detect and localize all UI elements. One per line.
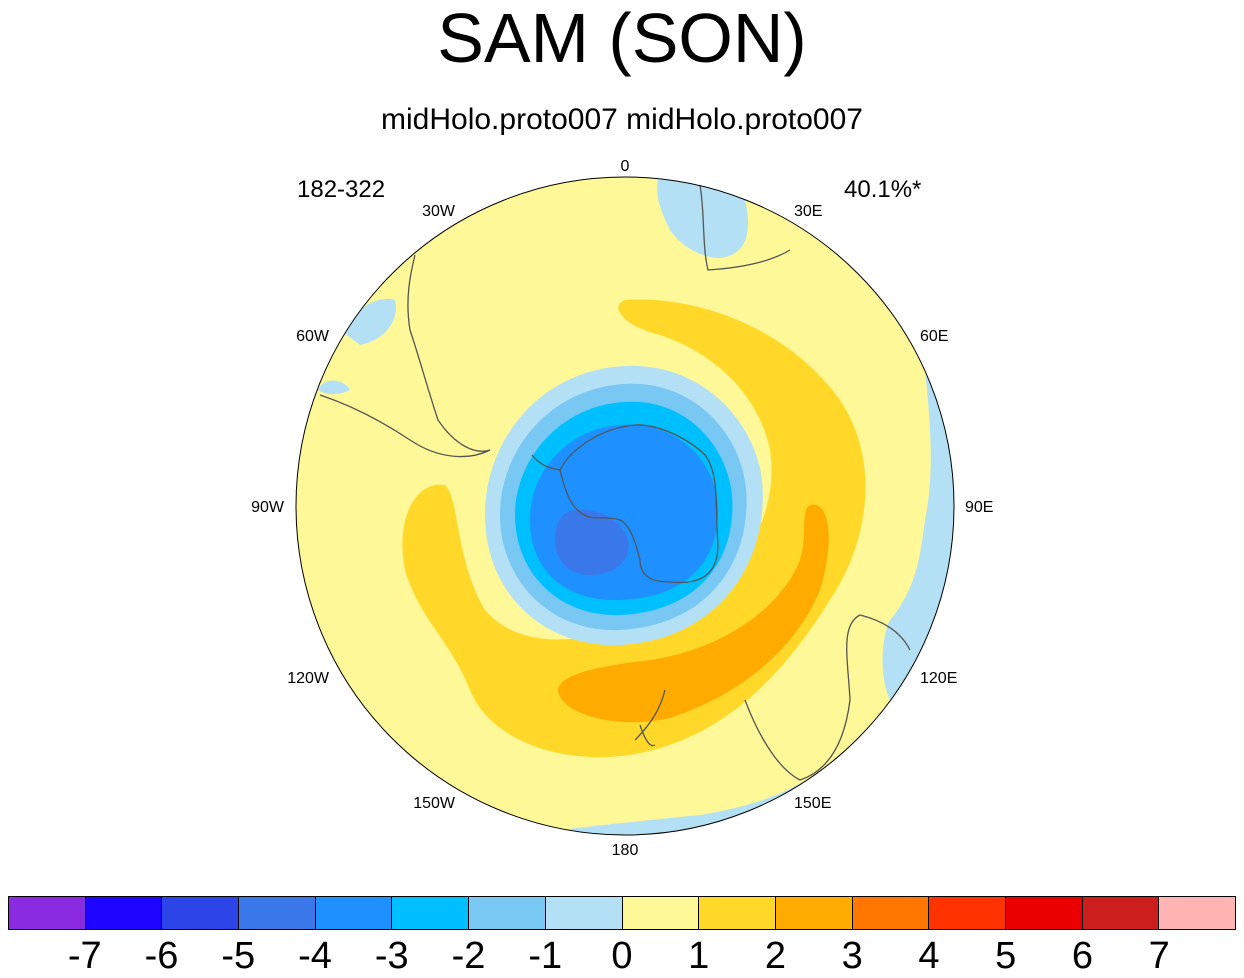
colorbar-tick-label: -7: [67, 935, 102, 977]
field-neg-patch-west: [340, 299, 396, 345]
map-field: [296, 177, 954, 835]
colorbar-box: [852, 897, 930, 929]
colorbar-box: [699, 897, 776, 929]
lon-label-90e: 90E: [965, 499, 993, 516]
colorbar-tick-label: -3: [374, 935, 409, 977]
colorbar-tick-label: 4: [918, 935, 940, 977]
coast-antarctica: [559, 424, 719, 584]
colorbar-tick-label: 7: [1148, 935, 1170, 977]
colorbar-box: [392, 897, 470, 929]
colorbar-box: [1082, 897, 1160, 929]
colorbar-box: [929, 897, 1006, 929]
coastlines: [319, 184, 911, 781]
colorbar-box: [315, 897, 393, 929]
colorbar-box: [239, 897, 316, 929]
lon-label-30e: 30E: [794, 203, 822, 220]
lon-label-180: 180: [612, 842, 639, 859]
map-subtitle: midHolo.proto007 midHolo.proto007: [381, 103, 863, 136]
colorbar-box: [545, 897, 623, 929]
colorbar-tick-label: 6: [1071, 935, 1094, 977]
field-neg-patch-west2: [318, 380, 350, 395]
colorbar-tick-label: -6: [144, 935, 179, 977]
colorbar: [8, 896, 1236, 930]
lon-label-60w: 60W: [296, 328, 330, 345]
coast-south-america: [319, 254, 491, 458]
colorbar-tick-label: 5: [995, 935, 1017, 977]
colorbar-box: [622, 897, 700, 929]
colorbar-tick-label: 0: [611, 935, 633, 977]
colorbar-box: [1005, 897, 1083, 929]
colorbar-tick-label: -5: [221, 935, 256, 977]
period-label: 182-322: [297, 176, 386, 203]
coast-new-zealand: [634, 689, 666, 747]
colorbar-tick-label: 1: [688, 935, 710, 977]
map-title: SAM (SON): [437, 0, 807, 77]
lon-label-60e: 60E: [920, 328, 948, 345]
colorbar-box: [469, 897, 546, 929]
variance-label: 40.1%*: [844, 176, 922, 203]
colorbar-box: [85, 897, 163, 929]
field-neg-5: [555, 509, 629, 575]
coast-africa: [699, 184, 791, 271]
colorbar-tick-label: 3: [841, 935, 863, 977]
colorbar-box: [1159, 897, 1235, 929]
globe-outline: [295, 176, 955, 836]
colorbar-box: [9, 897, 86, 929]
coast-australia: [744, 614, 911, 781]
colorbar-tick-label: -1: [528, 935, 563, 977]
lon-label-90w: 90W: [251, 499, 285, 516]
colorbar-tick-label: 2: [764, 935, 787, 977]
coast-peninsula: [531, 454, 561, 471]
lon-label-120e: 120E: [920, 670, 957, 687]
lon-label-0: 0: [621, 158, 630, 175]
colorbar-box: [162, 897, 240, 929]
colorbar-box: [775, 897, 853, 929]
colorbar-tick-label: -2: [451, 935, 486, 977]
field-pos-band-3: [558, 504, 829, 723]
lon-label-150e: 150E: [794, 795, 831, 812]
lon-label-120w: 120W: [287, 670, 330, 687]
lon-label-30w: 30W: [422, 203, 456, 220]
colorbar-tick-label: -4: [298, 935, 332, 977]
lon-label-150w: 150W: [413, 795, 456, 812]
